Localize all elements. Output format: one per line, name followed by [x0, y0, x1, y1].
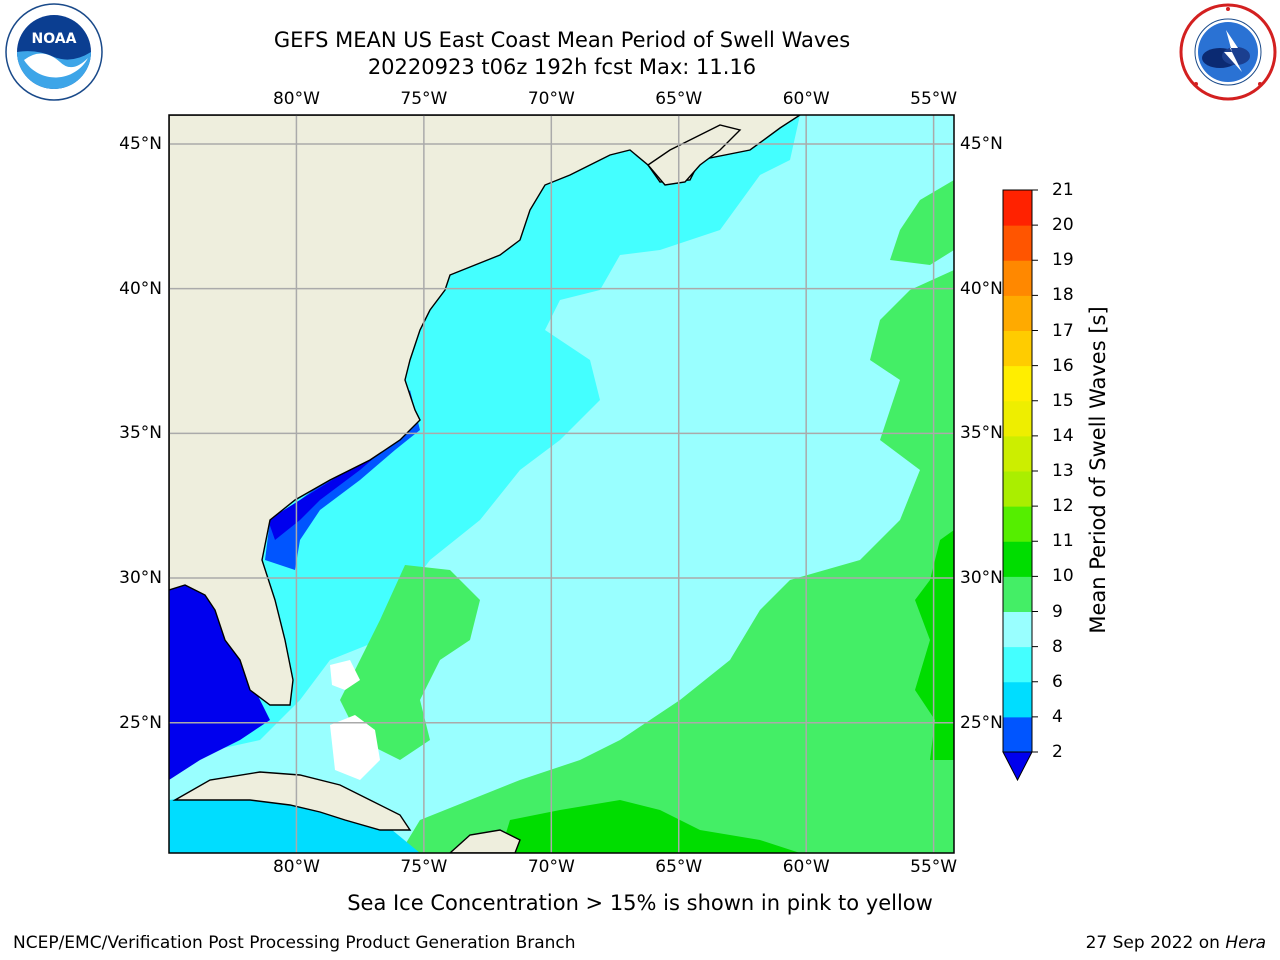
swell-period-extend-gulf — [169, 580, 270, 780]
bahamas-shallow-area — [330, 715, 380, 780]
lat-tick-label-left: 40°N — [119, 278, 162, 299]
colorbar-tick-label: 14 — [1052, 425, 1074, 446]
colorbar-swatch — [1003, 576, 1032, 612]
machine-name: Hera — [1225, 933, 1266, 953]
lat-tick-label-right: 45°N — [960, 133, 1003, 154]
colorbar-swatch — [1003, 681, 1032, 718]
lon-tick-label-bottom: 70°W — [527, 857, 575, 877]
colorbar-tick-label: 13 — [1052, 461, 1074, 481]
colorbar-swatch — [1003, 541, 1032, 577]
colorbar-swatch — [1003, 506, 1032, 542]
land-cuba — [172, 771, 412, 831]
lat-tick-label-left: 30°N — [119, 568, 162, 589]
lon-tick-label-top: 70°W — [527, 89, 575, 109]
colorbar-swatch — [1003, 716, 1032, 753]
lat-tick-label-right: 40°N — [960, 278, 1003, 299]
date-text: 27 Sep 2022 on Hera — [1086, 933, 1266, 953]
lon-tick-label-top: 80°W — [272, 89, 320, 109]
colorbar-tick-label: 17 — [1052, 320, 1074, 341]
colorbar-swatch — [1003, 435, 1032, 472]
colorbar-tick-label: 21 — [1052, 180, 1074, 200]
lat-tick-label-right: 35°N — [960, 423, 1003, 444]
colorbar-tick-label: 2 — [1052, 742, 1063, 762]
colorbar — [1002, 189, 1038, 782]
colorbar-swatch — [1003, 190, 1032, 226]
colorbar-tick-label: 16 — [1052, 355, 1074, 376]
colorbar-swatch — [1003, 260, 1032, 296]
map-gridlines — [169, 115, 954, 853]
swell-period-extend-coastal-band — [268, 440, 395, 540]
map-title: GEFS MEAN US East Coast Mean Period of S… — [273, 28, 851, 52]
nws-logo-icon — [1176, 2, 1280, 106]
colorbar-label: Mean Period of Swell Waves [s] — [1086, 306, 1110, 634]
colorbar-tick-label: 15 — [1052, 390, 1074, 411]
lat-tick-label-right: 25°N — [960, 712, 1003, 733]
colorbar-swatch — [1003, 295, 1032, 331]
colorbar-tick-label: 19 — [1052, 250, 1074, 271]
land-north-america — [169, 115, 802, 706]
lat-tick-label-left: 45°N — [119, 133, 162, 154]
lon-tick-label-top: 75°W — [400, 89, 448, 109]
map-subtitle: 20220923 t06z 192h fcst Max: 11.16 — [367, 55, 757, 79]
lon-tick-label-bottom: 65°W — [655, 857, 703, 877]
colorbar-swatch — [1003, 330, 1032, 367]
swell-period-10-11-region-east — [915, 530, 954, 760]
colorbar-tick-label: 9 — [1052, 601, 1063, 622]
colorbar-swatch — [1003, 646, 1032, 683]
swell-period-4-6-caribbean — [169, 790, 420, 853]
lon-tick-label-bottom: 60°W — [782, 857, 830, 877]
date-value: 27 Sep 2022 on — [1085, 933, 1226, 953]
swell-period-9-10-region-sw — [340, 565, 480, 760]
lat-tick-label-left: 35°N — [119, 423, 162, 444]
swell-period-10-11-region-south — [500, 800, 800, 853]
colorbar-extend-triangle — [1002, 751, 1033, 782]
lon-tick-label-bottom: 75°W — [400, 857, 448, 877]
lon-tick-label-bottom: 80°W — [272, 857, 320, 877]
land-hispaniola — [448, 829, 521, 853]
map-frame — [168, 114, 955, 854]
colorbar-swatch — [1003, 611, 1032, 648]
lon-tick-label-top: 65°W — [655, 89, 703, 109]
lat-tick-label-right: 30°N — [960, 568, 1003, 589]
swell-period-9-10-region-east — [400, 270, 954, 853]
lon-tick-label-top: 55°W — [910, 89, 958, 109]
swell-period-9-10-region-ne — [890, 180, 954, 265]
lat-tick-label-left: 25°N — [119, 712, 162, 733]
colorbar-swatch — [1003, 400, 1032, 437]
colorbar-swatch — [1003, 471, 1032, 507]
credit-text: NCEP/EMC/Verification Post Processing Pr… — [13, 933, 576, 953]
colorbar-tick-label: 10 — [1052, 566, 1074, 587]
colorbar-tick-label: 6 — [1052, 671, 1063, 692]
noaa-logo-icon: NOAA — [2, 2, 106, 106]
colorbar-tick-label: 4 — [1052, 706, 1063, 727]
lon-tick-label-bottom: 55°W — [910, 857, 958, 877]
sea-ice-note: Sea Ice Concentration > 15% is shown in … — [347, 891, 933, 915]
lon-tick-label-top: 60°W — [782, 89, 830, 109]
colorbar-swatch — [1003, 365, 1032, 402]
land-nova-scotia — [646, 124, 742, 186]
colorbar-tick-label: 18 — [1052, 285, 1074, 306]
colorbar-tick-label: 8 — [1052, 636, 1063, 657]
noaa-logo-text: NOAA — [32, 31, 77, 47]
colorbar-swatch — [1003, 225, 1032, 261]
colorbar-tick-label: 20 — [1052, 215, 1074, 236]
bahamas-shallow-area-north — [330, 660, 360, 690]
colorbar-tick-label: 12 — [1052, 496, 1074, 517]
colorbar-tick-label: 11 — [1052, 531, 1074, 552]
